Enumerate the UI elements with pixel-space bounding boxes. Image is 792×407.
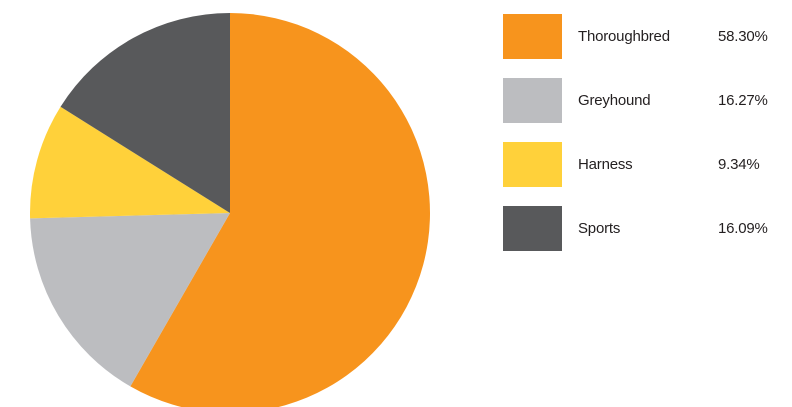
legend-value-greyhound: 16.27%: [718, 92, 768, 109]
pie-chart: [29, 13, 431, 407]
legend-swatch-sports: [503, 206, 562, 251]
legend-swatch-greyhound: [503, 78, 562, 123]
legend-item-thoroughbred: Thoroughbred 58.30%: [503, 14, 788, 59]
legend-swatch-thoroughbred: [503, 14, 562, 59]
pie-slice-thoroughbred: [130, 13, 431, 407]
legend-item-harness: Harness 9.34%: [503, 142, 788, 187]
legend-label-sports: Sports: [578, 220, 621, 237]
legend-swatch-harness: [503, 142, 562, 187]
pie-slices: [29, 13, 431, 407]
legend-value-thoroughbred: 58.30%: [718, 28, 768, 45]
legend-label-harness: Harness: [578, 156, 633, 173]
legend: Thoroughbred 58.30% Greyhound 16.27% Har…: [503, 14, 788, 270]
pie-slice-greyhound: [30, 213, 230, 387]
pie-slice-harness: [29, 106, 230, 219]
legend-item-sports: Sports 16.09%: [503, 206, 788, 251]
legend-value-sports: 16.09%: [718, 220, 768, 237]
legend-value-harness: 9.34%: [718, 156, 760, 173]
legend-item-greyhound: Greyhound 16.27%: [503, 78, 788, 123]
legend-label-thoroughbred: Thoroughbred: [578, 28, 670, 45]
legend-label-greyhound: Greyhound: [578, 92, 651, 109]
pie-slice-sports: [60, 13, 230, 213]
